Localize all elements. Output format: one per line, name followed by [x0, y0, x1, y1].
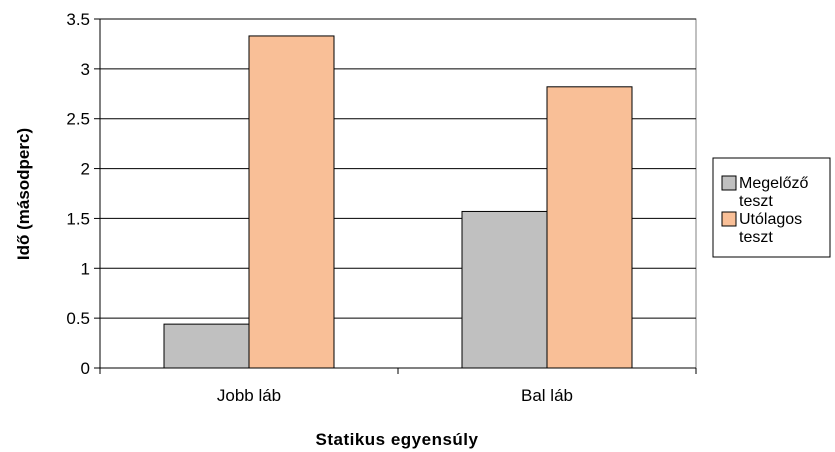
- bar-utolagos-0: [248, 35, 335, 369]
- legend-label-megelozo-line1: Megelőző: [739, 175, 808, 192]
- y-tick-label: 3.5: [66, 10, 90, 29]
- y-tick-label: 1: [81, 259, 90, 278]
- legend-label-megelozo-line2: teszt: [739, 193, 773, 210]
- y-tick-label: 0: [81, 359, 90, 378]
- y-tick-label: 2: [81, 160, 90, 179]
- y-tick-label: 1.5: [66, 209, 90, 228]
- legend-swatch-utolagos: [721, 211, 737, 227]
- legend-label-utolagos-line1: Utólagos: [739, 211, 802, 228]
- legend-label-utolagos-line2: teszt: [739, 229, 773, 246]
- y-tick-label: 2.5: [66, 110, 90, 129]
- legend-box: [712, 157, 831, 258]
- bar-utolagos-1: [546, 86, 633, 369]
- bar-megelozo-1: [461, 210, 548, 369]
- y-tick-label: 0.5: [66, 309, 90, 328]
- bar-megelozo-0: [163, 323, 250, 369]
- bars: [163, 35, 633, 369]
- y-axis-title: Idő (másodperc): [14, 128, 33, 260]
- x-tick-label: Jobb láb: [217, 386, 281, 405]
- x-tick-labels: Jobb láb Bal láb: [217, 386, 573, 405]
- axes: [94, 18, 697, 374]
- legend-swatch-megelozo: [721, 175, 737, 191]
- x-tick-label: Bal láb: [521, 386, 573, 405]
- x-axis-title: Statikus egyensúly: [315, 430, 478, 449]
- y-tick-labels: 0 0.5 1 1.5 2 2.5 3 3.5: [66, 10, 90, 378]
- y-tick-label: 3: [81, 60, 90, 79]
- legend: Megelőző teszt Utólagos teszt: [712, 157, 831, 258]
